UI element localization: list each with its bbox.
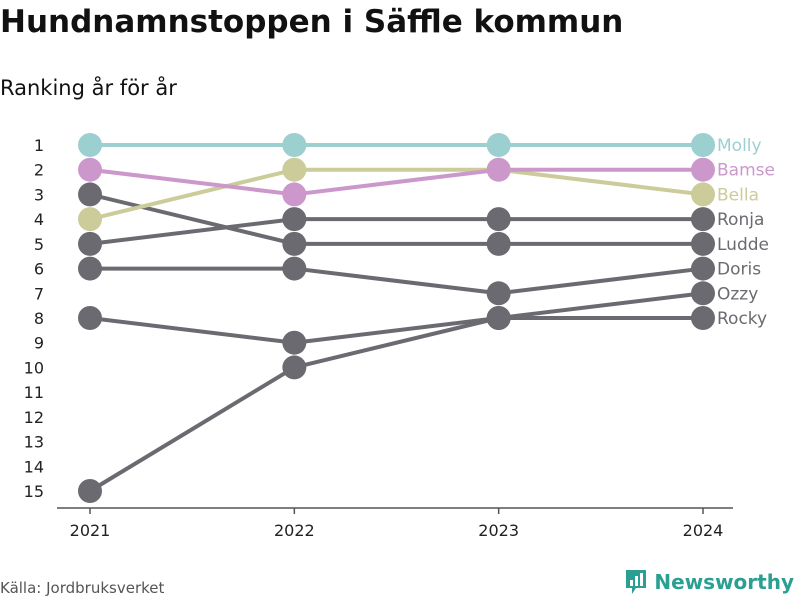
y-tick-label: 4 — [34, 210, 44, 229]
series-line-ozzy — [89, 291, 704, 345]
series-point-molly — [486, 133, 511, 157]
series-point-ludde — [691, 231, 715, 256]
y-tick-label: 10 — [24, 358, 44, 377]
y-tick-label: 6 — [34, 260, 44, 279]
series-points — [78, 133, 715, 503]
series-line-bamse — [89, 167, 703, 197]
y-tick-label: 12 — [24, 408, 44, 427]
series-point-bella — [78, 207, 102, 232]
y-tick-label: 11 — [24, 383, 44, 402]
series-point-molly — [282, 133, 307, 157]
y-tick-label: 13 — [24, 433, 44, 452]
series-point-ronja — [691, 207, 715, 232]
series-point-bamse — [486, 157, 511, 182]
x-tick-label: 2022 — [274, 521, 315, 540]
y-tick-label: 8 — [34, 309, 44, 328]
series-labels: Rocky Ozzy Doris Ludde Ronja Bella Bamse Molly — [717, 136, 775, 329]
series-point-ozzy — [691, 281, 715, 306]
x-tick-label: 2024 — [683, 521, 724, 540]
series-point-rocky — [78, 479, 102, 503]
series-point-ludde — [282, 231, 307, 256]
series-point-ronja — [486, 207, 511, 232]
y-tick-label: 3 — [34, 185, 44, 204]
series-point-ludde — [78, 182, 102, 207]
y-tick-label: 14 — [24, 457, 44, 476]
y-tick-label: 7 — [34, 284, 44, 303]
series-point-ludde — [486, 231, 511, 256]
chart-title: Hundnamnstoppen i Säffle kommun — [0, 4, 624, 40]
series-point-ozzy — [486, 306, 511, 330]
series-label-molly: Molly — [717, 136, 762, 156]
series-point-doris — [282, 256, 307, 281]
y-tick-label: 9 — [34, 334, 44, 353]
series-point-bamse — [282, 182, 307, 207]
series-point-bamse — [691, 157, 715, 182]
series-point-bella — [691, 182, 715, 207]
series-point-molly — [78, 133, 102, 157]
series-point-ronja — [78, 231, 102, 256]
series-line-doris — [90, 266, 704, 296]
series-label-ludde: Ludde — [717, 235, 769, 255]
series-lines — [88, 143, 704, 493]
series-point-ozzy — [282, 330, 307, 355]
series-point-doris — [691, 256, 715, 281]
series-label-rocky: Rocky — [717, 309, 767, 329]
x-tick-label: 2023 — [478, 521, 519, 540]
x-tick-label: 2021 — [70, 521, 111, 540]
series-point-bella — [282, 157, 307, 182]
chart-subtitle: Ranking år för år — [0, 76, 177, 100]
series-point-rocky — [282, 355, 307, 380]
series-point-doris — [78, 256, 102, 281]
series-point-rocky — [691, 306, 715, 330]
series-line-rocky — [88, 316, 703, 493]
brand-name: Newsworthy — [654, 570, 794, 594]
brand-logo: Newsworthy — [624, 568, 794, 596]
series-label-bella: Bella — [717, 185, 759, 205]
y-tick-label: 1 — [34, 136, 44, 155]
series-label-ronja: Ronja — [717, 210, 764, 230]
series-line-ludde — [89, 192, 703, 246]
source-note: Källa: Jordbruksverket — [0, 579, 165, 597]
newsworthy-icon — [626, 570, 647, 594]
series-point-bamse — [78, 157, 102, 182]
y-tick-label: 15 — [24, 482, 44, 501]
series-point-ronja — [282, 207, 307, 232]
series-label-ozzy: Ozzy — [717, 284, 758, 304]
series-label-bamse: Bamse — [717, 161, 775, 181]
series-line-ronja — [89, 217, 703, 246]
series-point-ozzy — [78, 306, 102, 330]
series-point-doris — [486, 281, 511, 306]
series-line-bella — [89, 167, 704, 222]
y-tick-label: 5 — [34, 235, 44, 254]
series-label-doris: Doris — [717, 260, 761, 280]
y-tick-label: 2 — [34, 161, 44, 180]
series-point-molly — [691, 133, 715, 157]
